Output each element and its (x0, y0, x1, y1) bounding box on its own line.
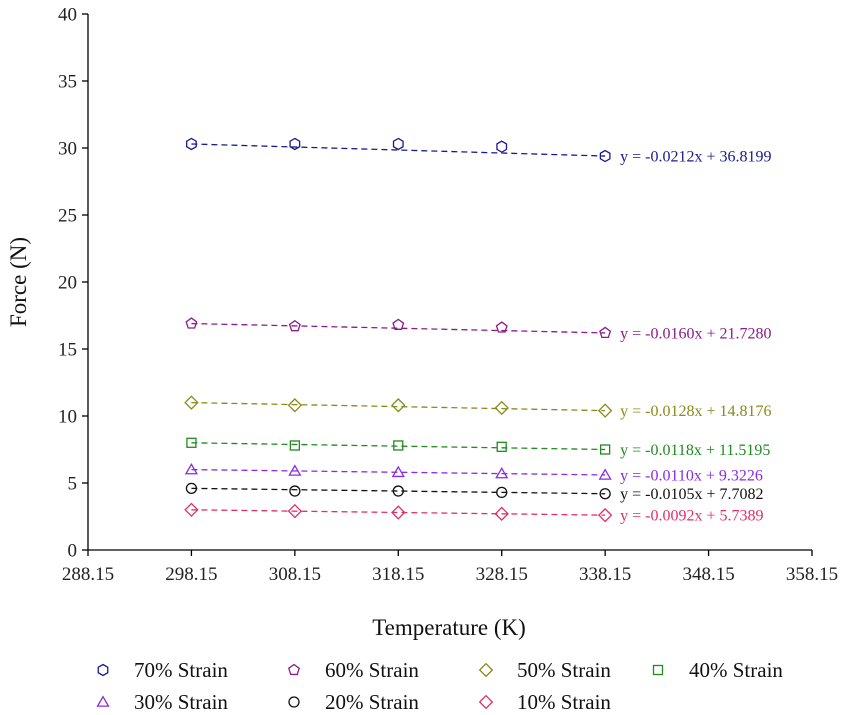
x-tick-label: 348.15 (682, 564, 734, 585)
legend-label: 40% Strain (689, 658, 783, 682)
y-tick-label: 30 (58, 139, 77, 160)
equation-70-strain: y = -0.0212x + 36.8199 (620, 149, 771, 166)
equation-10-strain: y = -0.0092x + 5.7389 (620, 508, 763, 525)
axes: 0 5 10 15 20 25 30 35 40 288.15 298.15 308.15 318.15… (58, 5, 838, 586)
y-tick-label: 40 (58, 5, 77, 26)
y-tick-label: 10 (58, 407, 77, 428)
x-tick-label: 298.15 (165, 564, 217, 585)
y-tick-label: 5 (68, 474, 78, 495)
point-70-strain (496, 140, 508, 153)
legend-marker-70-strain (97, 663, 109, 677)
point-50-strain (494, 400, 509, 416)
point-50-strain (597, 403, 613, 418)
point-10-strain (494, 506, 509, 522)
point-40-strain (496, 441, 507, 452)
legend-item-50-strain: 50% Strain (478, 658, 611, 682)
point-20-strain (289, 485, 301, 497)
y-tick-label: 20 (58, 273, 77, 294)
point-30-strain (288, 464, 302, 476)
legend-marker-10-strain (478, 694, 494, 710)
point-10-strain (391, 505, 406, 520)
point-70-strain (186, 137, 197, 151)
equation-20-strain: y = -0.0105x + 7.7082 (620, 486, 763, 503)
equation-50-strain: y = -0.0128x + 14.8176 (620, 403, 771, 420)
legend-label: 60% Strain (325, 658, 419, 682)
point-70-strain (289, 137, 301, 151)
fit-line-50-strain (191, 401, 606, 412)
point-60-strain (185, 317, 198, 329)
legend-item-10-strain: 10% Strain (478, 690, 611, 714)
point-70-strain (599, 149, 611, 163)
x-tick-label: 338.15 (579, 564, 631, 585)
point-20-strain (496, 486, 508, 499)
point-50-strain (184, 395, 199, 410)
point-40-strain (186, 437, 197, 448)
point-60-strain (288, 319, 301, 332)
legend-item-20-strain: 20% Strain (288, 690, 419, 714)
point-30-strain (598, 468, 612, 480)
fit-lines (191, 143, 606, 516)
y-tick-label: 35 (58, 72, 77, 93)
point-20-strain (599, 488, 611, 500)
equation-30-strain: y = -0.0110x + 9.3226 (620, 467, 763, 484)
x-tick-label: 308.15 (269, 564, 321, 585)
point-60-strain (599, 326, 612, 339)
x-axis-title: Temperature (K) (372, 615, 526, 640)
point-50-strain (287, 398, 303, 413)
point-10-strain (287, 503, 303, 519)
fit-line-20-strain (191, 487, 606, 495)
point-10-strain (184, 502, 199, 518)
point-30-strain (184, 462, 199, 475)
legend-item-30-strain: 30% Strain (96, 690, 228, 714)
point-50-strain (391, 398, 406, 413)
legend-marker-20-strain (288, 696, 300, 708)
point-30-strain (391, 465, 405, 478)
fit-line-40-strain (191, 442, 606, 451)
y-tick-label: 25 (58, 206, 77, 227)
equation-40-strain: y = -0.0118x + 11.5195 (620, 442, 770, 459)
legend: 70% Strain 60% Strain 50% Strain 40% Strain… (96, 658, 783, 714)
fit-line-70-strain (191, 143, 606, 157)
legend-marker-60-strain (288, 663, 300, 676)
legend-marker-30-strain (96, 695, 110, 707)
x-tick-label: 288.15 (62, 564, 114, 585)
legend-item-60-strain: 60% Strain (288, 658, 419, 682)
point-70-strain (392, 137, 404, 151)
point-20-strain (392, 485, 404, 497)
point-40-strain (393, 440, 404, 451)
legend-label: 30% Strain (134, 690, 228, 714)
point-40-strain (289, 440, 301, 451)
fit-line-30-strain (191, 468, 606, 476)
legend-label: 20% Strain (325, 690, 419, 714)
legend-label: 10% Strain (517, 690, 611, 714)
fit-equations: y = -0.0212x + 36.8199 y = -0.0160x + 21.… (620, 149, 771, 525)
point-60-strain (392, 318, 405, 330)
point-40-strain (599, 444, 611, 455)
legend-label: 70% Strain (134, 658, 228, 682)
point-30-strain (495, 467, 509, 479)
x-tick-label: 318.15 (372, 564, 424, 585)
point-20-strain (185, 482, 198, 495)
legend-marker-50-strain (478, 662, 494, 678)
legend-item-70-strain: 70% Strain (97, 658, 228, 682)
y-axis-title: Force (N) (6, 237, 31, 327)
data-markers (184, 137, 613, 523)
x-tick-label: 358.15 (786, 564, 838, 585)
point-60-strain (495, 321, 508, 333)
point-10-strain (597, 507, 613, 523)
legend-item-40-strain: 40% Strain (652, 658, 783, 682)
y-tick-label: 0 (68, 541, 78, 562)
fit-line-60-strain (191, 322, 606, 334)
y-tick-label: 15 (58, 340, 77, 361)
legend-marker-40-strain (652, 664, 664, 676)
legend-label: 50% Strain (517, 658, 611, 682)
fit-line-10-strain (191, 509, 606, 516)
x-tick-label: 328.15 (476, 564, 528, 585)
equation-60-strain: y = -0.0160x + 21.7280 (620, 325, 771, 342)
